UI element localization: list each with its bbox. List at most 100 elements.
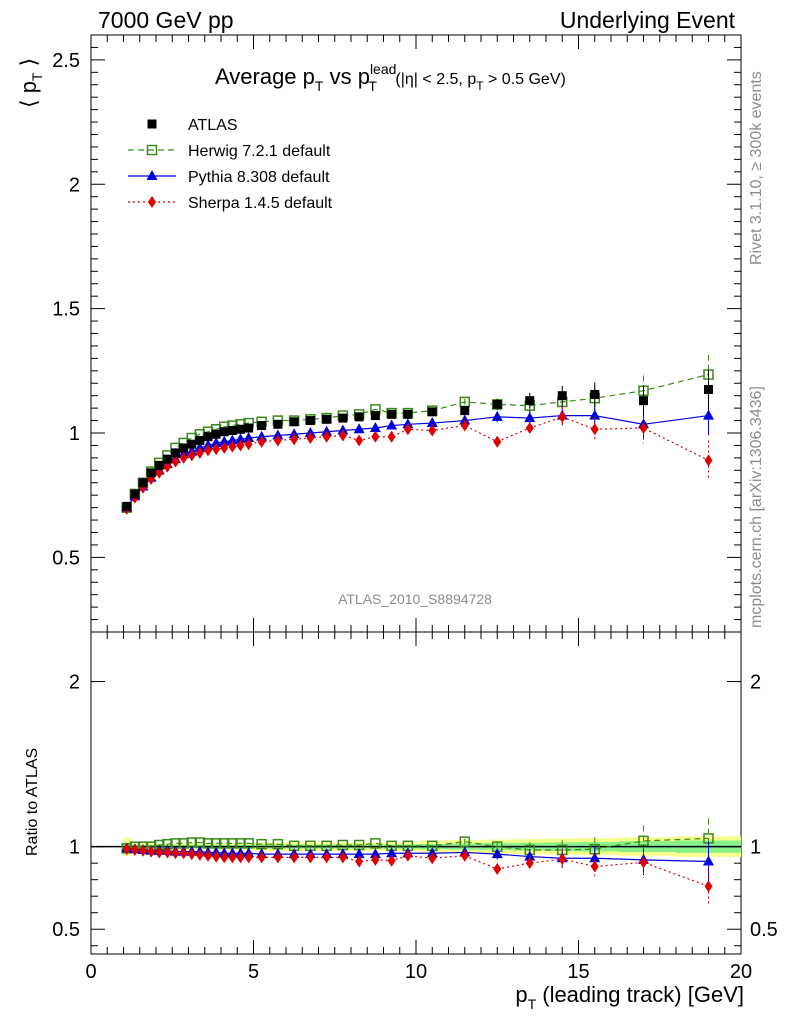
x-tick-label: 0 [85, 961, 96, 983]
main-point [236, 439, 245, 452]
legend-item: Sherpa 1.4.5 default [128, 195, 333, 212]
main-point [273, 434, 282, 447]
main-point [244, 423, 254, 433]
ratio-y-tick-label: 0.5 [52, 919, 80, 941]
main-point [305, 416, 315, 426]
ratio-point [558, 853, 567, 866]
ratio-point [353, 848, 365, 859]
ratio-point [387, 854, 396, 867]
main-point [154, 460, 164, 470]
ratio-point [179, 847, 188, 860]
main-point [195, 446, 204, 459]
main-point [171, 448, 180, 458]
ratio-point [703, 855, 714, 866]
main-point [244, 438, 253, 451]
main-point [491, 410, 503, 421]
ratio-y-tick-label: 1 [69, 837, 80, 859]
main-point [525, 422, 534, 435]
main-series [122, 369, 713, 511]
main-point [162, 454, 172, 464]
main-point [212, 443, 221, 456]
main-point [493, 435, 502, 448]
main-point [257, 421, 267, 431]
y-tick-label: 1.5 [52, 299, 80, 321]
ratio-point [212, 850, 221, 863]
y-axis-title-ratio: Ratio to ATLAS [24, 748, 41, 856]
main-point [338, 429, 347, 442]
main-point [257, 435, 266, 448]
ratio-point [147, 845, 156, 858]
main-point [171, 455, 180, 468]
legend-label: ATLAS [188, 117, 238, 134]
ratio-point [370, 838, 381, 849]
ratio-point [638, 835, 649, 847]
main-series [121, 395, 714, 512]
ratio-point [272, 838, 284, 850]
main-point [236, 424, 245, 434]
main-point [203, 432, 213, 442]
main-point [290, 433, 299, 446]
legend-marker [147, 119, 157, 129]
main-point [211, 429, 221, 439]
main-point [428, 424, 437, 437]
legend-item: Herwig 7.2.1 default [128, 143, 331, 160]
main-point [179, 451, 188, 464]
main-point [427, 407, 437, 417]
main-point [289, 417, 299, 427]
main-point [558, 410, 567, 423]
mcplots-label: mcplots.cern.ch [arXiv:1306.3436] [748, 386, 765, 628]
ratio-point [589, 852, 601, 863]
legend: ATLAS Herwig 7.2.1 default Pythia 8.308 de… [128, 117, 333, 212]
ratio-point [371, 853, 380, 866]
ratio-point [428, 852, 437, 865]
main-point [639, 422, 648, 435]
ratio-point [244, 851, 253, 864]
ratio-point [256, 838, 267, 850]
ratio-y-tick-label: 2 [69, 672, 80, 694]
main-point [704, 384, 713, 394]
ratio-point [171, 847, 180, 860]
ratio-point [306, 851, 315, 864]
main-point [703, 409, 714, 420]
main-point [353, 423, 365, 434]
main-point [403, 409, 413, 419]
legend-label: Sherpa 1.4.5 default [188, 195, 333, 212]
rivet-label: Rivet 3.1.10, ≥ 300k events [748, 71, 765, 265]
data-series [121, 354, 714, 907]
main-point [589, 409, 601, 420]
legend-marker [146, 144, 158, 156]
main-point [122, 501, 132, 511]
main-point [370, 411, 380, 421]
x-axis-title: pT (leading track) [GeV] [515, 982, 744, 1012]
ratio-point [290, 851, 299, 864]
ratio-point [322, 851, 331, 864]
main-point [227, 426, 237, 436]
ratio-point [220, 851, 229, 864]
y-tick-label: 2.5 [52, 50, 80, 72]
ratio-point [491, 848, 503, 859]
ratio-point [460, 849, 469, 862]
main-point [590, 423, 599, 436]
main-point [639, 396, 648, 406]
legend-label: Herwig 7.2.1 default [188, 143, 331, 160]
energy-label: 7000 GeV pp [98, 7, 234, 33]
main-point [219, 427, 229, 437]
main-point [459, 396, 470, 408]
ratio-point [228, 851, 237, 864]
ratio-point [369, 848, 381, 859]
y-tick-label: 1 [69, 423, 80, 445]
x-tick-label: 10 [405, 961, 427, 983]
legend-marker [148, 196, 156, 208]
ratio-series [122, 843, 713, 907]
analysis-label: ATLAS_2010_S8894728 [338, 591, 492, 607]
ratio-point [355, 855, 364, 868]
main-point [492, 399, 502, 409]
ratio-point [590, 860, 599, 873]
x-tick-label: 15 [567, 961, 589, 983]
ratio-point [639, 856, 648, 869]
main-point [371, 430, 380, 443]
ratio-point [273, 851, 282, 864]
main-point [460, 406, 470, 416]
ratio-point [386, 847, 398, 858]
